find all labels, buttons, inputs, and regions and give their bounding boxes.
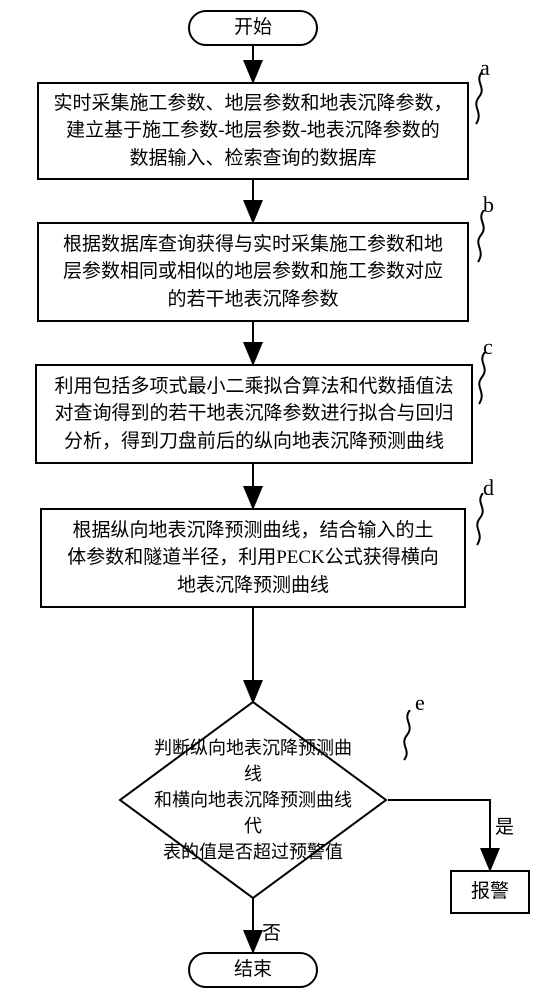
process-c-text: 利用包括多项式最小二乘拟合算法和代数插值法 对查询得到的若干地表沉降参数进行拟合… bbox=[54, 373, 453, 456]
start-label: 开始 bbox=[234, 14, 272, 42]
end-label: 结束 bbox=[234, 956, 272, 984]
decision-e-text: 判断纵向地表沉降预测曲线 和横向地表沉降预测曲线代 表的值是否超过预警值 bbox=[148, 735, 358, 865]
squiggle-d bbox=[460, 493, 510, 553]
process-a-text: 实时采集施工参数、地层参数和地表沉降参数， 建立基于施工参数-地层参数-地表沉降… bbox=[53, 90, 452, 173]
process-b: 根据数据库查询获得与实时采集施工参数和地 层参数相同或相似的地层参数和施工参数对… bbox=[37, 222, 469, 322]
squiggle-b bbox=[462, 210, 512, 270]
decision-e: 判断纵向地表沉降预测曲线 和横向地表沉降预测曲线代 表的值是否超过预警值 bbox=[118, 700, 388, 900]
alarm-text: 报警 bbox=[471, 878, 509, 906]
end-node: 结束 bbox=[188, 952, 318, 988]
edge-label-no: 否 bbox=[262, 918, 281, 945]
process-c: 利用包括多项式最小二乘拟合算法和代数插值法 对查询得到的若干地表沉降参数进行拟合… bbox=[35, 364, 473, 464]
squiggle-e bbox=[378, 710, 428, 765]
process-b-text: 根据数据库查询获得与实时采集施工参数和地 层参数相同或相似的地层参数和施工参数对… bbox=[63, 231, 443, 314]
process-a: 实时采集施工参数、地层参数和地表沉降参数， 建立基于施工参数-地层参数-地表沉降… bbox=[37, 82, 469, 180]
process-d-text: 根据纵向地表沉降预测曲线，结合输入的土 体参数和隧道半径，利用PECK公式获得横… bbox=[67, 517, 439, 600]
squiggle-c bbox=[465, 352, 515, 412]
alarm-box: 报警 bbox=[450, 870, 530, 914]
start-node: 开始 bbox=[188, 10, 318, 46]
squiggle-a bbox=[462, 72, 512, 132]
process-d: 根据纵向地表沉降预测曲线，结合输入的土 体参数和隧道半径，利用PECK公式获得横… bbox=[40, 508, 466, 608]
edge-label-yes: 是 bbox=[495, 812, 514, 839]
